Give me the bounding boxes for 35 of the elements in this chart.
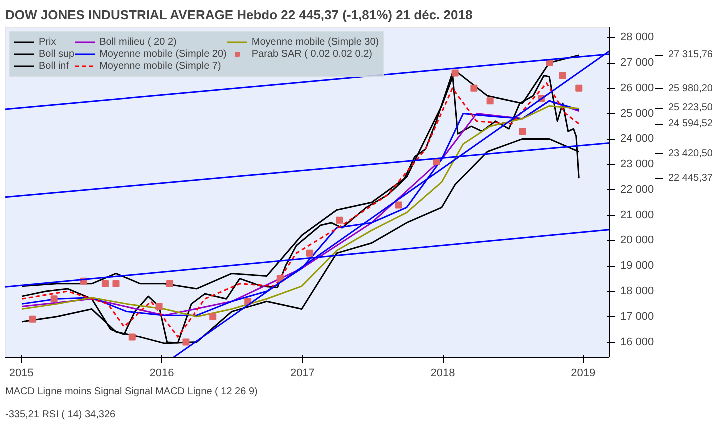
y-tick-label: 20 000	[620, 234, 654, 247]
x-tick-label: 2018	[430, 368, 456, 380]
x-tick-label: 2015	[9, 368, 34, 380]
legend-label: Moyenne mobile (Simple 30)	[252, 36, 380, 48]
ref-line-label: 27 315,76	[668, 50, 714, 61]
y-tick-label: 28 000	[620, 32, 654, 44]
y-tick-label: 21 000	[620, 209, 654, 222]
y-tick-label: 16 000	[620, 336, 654, 348]
text: MACD Ligne moins Signal Signal MACD Ligne ( 12 26 9)	[6, 386, 258, 398]
ref-line-label: 22 445,37	[668, 173, 714, 184]
legend-label: Moyenne mobile (Simple 7)	[100, 60, 222, 72]
y-tick-label: 25 000	[620, 108, 654, 120]
text: -335,21 RSI ( 14) 34,326	[6, 410, 116, 420]
x-tick-label: 2016	[150, 368, 174, 380]
legend-label: Parab SAR ( 0.02 0.02 0.2)	[252, 48, 372, 60]
y-tick-label: 18 000	[620, 286, 654, 298]
legend-label: Boll sup	[39, 48, 75, 60]
y-tick-label: 26 000	[620, 82, 654, 94]
legend-label: Boll inf	[39, 60, 70, 72]
legend-label: Prix	[39, 36, 58, 48]
ref-line-label: 25 980,20	[668, 83, 714, 94]
y-tick-label: 24 000	[620, 133, 654, 146]
chart-title: DOW JONES INDUSTRIAL AVERAGE Hebdo 22 445,37 (-1,81%) 21 déc. 2018	[6, 8, 473, 22]
y-tick-label: 27 000	[620, 57, 654, 70]
y-tick-label: 19 000	[620, 260, 654, 272]
ref-line-label: 25 223,50	[668, 102, 714, 114]
ref-line-label: 24 594,52	[668, 118, 714, 130]
y-tick-label: 22 000	[620, 184, 654, 196]
x-tick-label: 2019	[571, 368, 596, 380]
legend-label: Boll milieu ( 20 2)	[100, 36, 177, 48]
ref-line-label: 23 420,50	[668, 148, 714, 160]
x-tick-label: 2017	[290, 368, 315, 380]
legend-label: Moyenne mobile (Simple 20)	[100, 48, 227, 60]
y-tick-label: 17 000	[620, 310, 654, 323]
y-tick-label: 23 000	[620, 158, 654, 171]
